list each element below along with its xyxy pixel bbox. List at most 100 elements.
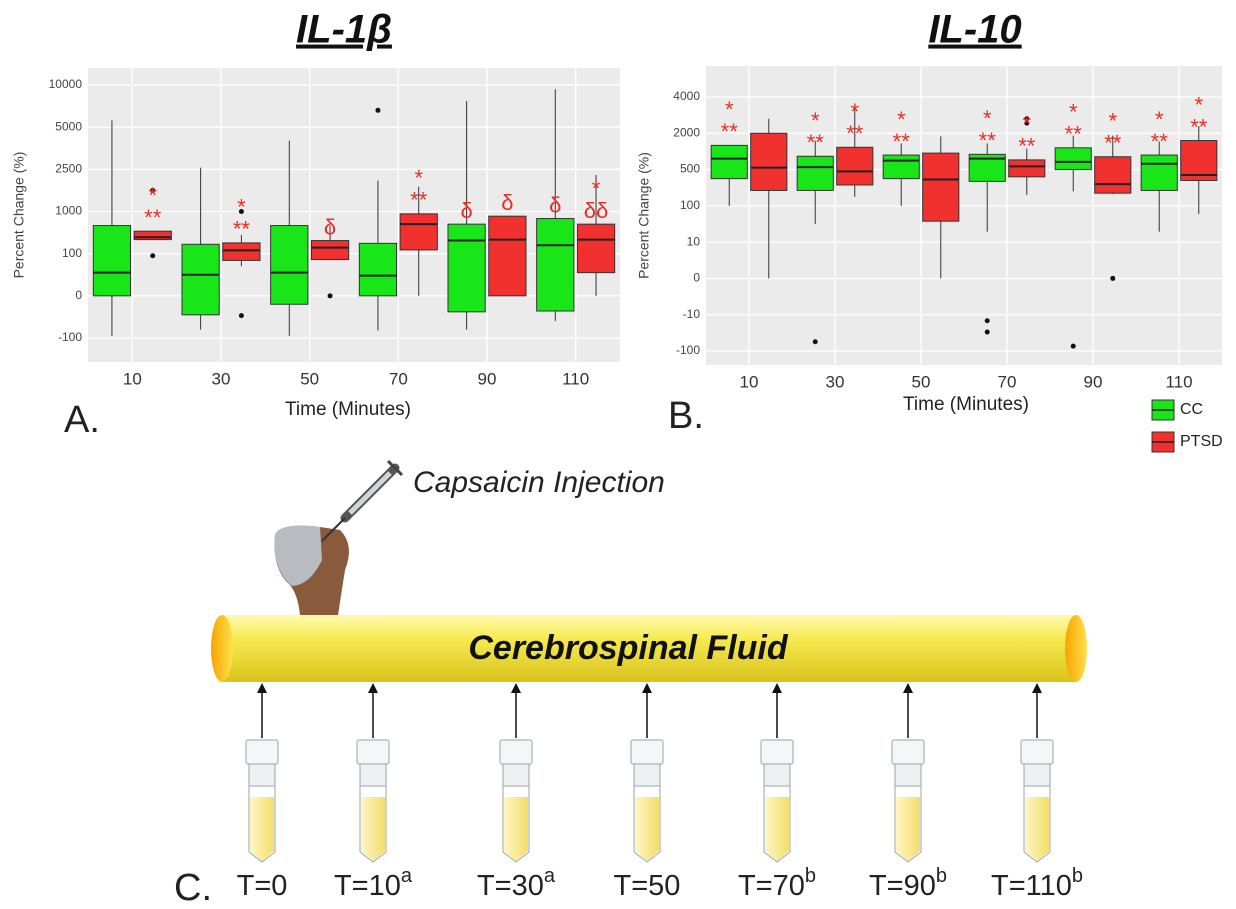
timepoint-label: T=70b: [738, 865, 816, 901]
x-tick-label: 30: [212, 369, 231, 388]
box: [489, 216, 526, 296]
outlier: [239, 313, 244, 318]
tube-label: Cerebrospinal Fluid: [468, 629, 788, 667]
box: [182, 244, 219, 315]
timepoint-superscript: a: [401, 865, 413, 887]
timepoint-superscript: b: [1072, 865, 1083, 887]
y-tick-label: 100: [62, 246, 82, 260]
box: [883, 155, 919, 179]
box: [223, 243, 260, 261]
timepoint-label: T=90b: [869, 865, 947, 901]
outlier: [150, 253, 155, 258]
timepoint-superscript: b: [936, 865, 947, 887]
timepoint-label: T=10a: [334, 865, 413, 901]
chart-title: IL-1β: [296, 8, 392, 52]
vial-cap: [1021, 740, 1053, 764]
box: [711, 145, 747, 178]
timepoint-label: T=30a: [477, 865, 556, 901]
y-axis-title: Percent Change (%): [636, 152, 652, 279]
timepoint-name: T=0: [237, 870, 288, 902]
y-tick-label: 100: [680, 198, 700, 212]
legend-label: PTSD: [1180, 433, 1223, 450]
arrow-head: [511, 683, 521, 693]
box: [797, 156, 833, 190]
vial-cap: [357, 740, 389, 764]
box: [923, 153, 959, 221]
vial-fluid: [361, 797, 385, 861]
y-tick-label: -100: [676, 343, 700, 357]
plot-background: [706, 66, 1222, 365]
timepoint: T=10a: [334, 683, 413, 902]
box: [311, 241, 348, 260]
significance-marker: **: [144, 205, 162, 230]
outlier: [985, 330, 990, 335]
vial-neck: [1024, 764, 1050, 786]
timepoint-name: T=30: [477, 870, 544, 902]
significance-marker: **: [1104, 131, 1122, 156]
outlier: [1071, 344, 1076, 349]
timepoint-name: T=50: [614, 870, 681, 902]
y-tick-label: 0: [693, 271, 700, 285]
vial-cap: [631, 740, 663, 764]
significance-marker: δ: [501, 190, 513, 215]
y-tick-label: 1000: [55, 204, 82, 218]
x-tick-label: 50: [300, 369, 319, 388]
box: [400, 214, 437, 250]
timepoint: T=0: [237, 683, 288, 902]
x-tick-label: 10: [123, 369, 142, 388]
x-tick-label: 70: [389, 369, 408, 388]
significance-marker: **: [1018, 134, 1036, 159]
vial-neck: [503, 764, 529, 786]
significance-marker: **: [979, 128, 997, 153]
timepoint-superscript: b: [805, 865, 816, 887]
timepoint: T=90b: [869, 683, 947, 902]
significance-marker: **: [1190, 114, 1208, 139]
timepoint: T=70b: [738, 683, 816, 902]
vial-cap: [500, 740, 532, 764]
injection-label: Capsaicin Injection: [413, 466, 665, 499]
y-tick-label: 4000: [673, 89, 700, 103]
y-tick-label: -100: [58, 330, 82, 344]
vial-fluid: [250, 797, 274, 861]
timepoint-label: T=0: [237, 870, 288, 902]
panel-label: B.: [668, 395, 704, 437]
x-tick-label: 70: [998, 372, 1017, 391]
vial-fluid: [635, 797, 659, 861]
timepoint: T=110b: [991, 683, 1083, 902]
box: [1009, 160, 1045, 177]
vial-fluid: [896, 797, 920, 861]
arrow-head: [903, 683, 913, 693]
arrow-head: [642, 683, 652, 693]
outlier: [985, 318, 990, 323]
x-tick-label: 30: [826, 372, 845, 391]
arrow-head: [772, 683, 782, 693]
vial-neck: [764, 764, 790, 786]
arrow-head: [1032, 683, 1042, 693]
x-tick-label: 90: [1084, 372, 1103, 391]
vial-neck: [895, 764, 921, 786]
significance-marker: δ: [549, 192, 561, 217]
timepoint-name: T=110: [991, 870, 1072, 902]
y-tick-label: 2000: [673, 125, 700, 139]
injection-illustration: [275, 461, 402, 615]
y-tick-label: 10000: [49, 77, 83, 91]
vial-fluid: [1025, 797, 1049, 861]
significance-marker: **: [807, 130, 825, 155]
box: [577, 224, 614, 272]
timepoint-label: T=50: [614, 870, 681, 902]
vial-fluid: [765, 797, 789, 861]
significance-marker: δ: [460, 198, 472, 223]
x-tick-label: 50: [912, 372, 931, 391]
significance-marker: **: [893, 129, 911, 154]
y-tick-label: 2500: [55, 162, 82, 176]
x-axis-title: Time (Minutes): [903, 394, 1029, 415]
vial-cap: [246, 740, 278, 764]
significance-marker: **: [410, 188, 428, 213]
arrow-head: [257, 683, 267, 693]
timepoint-superscript: a: [544, 865, 556, 887]
legend-label: CC: [1180, 401, 1203, 418]
y-tick-label: 500: [680, 162, 700, 176]
chart-title: IL-10: [928, 8, 1021, 52]
timepoint: T=50: [614, 683, 681, 902]
arrow-head: [368, 683, 378, 693]
